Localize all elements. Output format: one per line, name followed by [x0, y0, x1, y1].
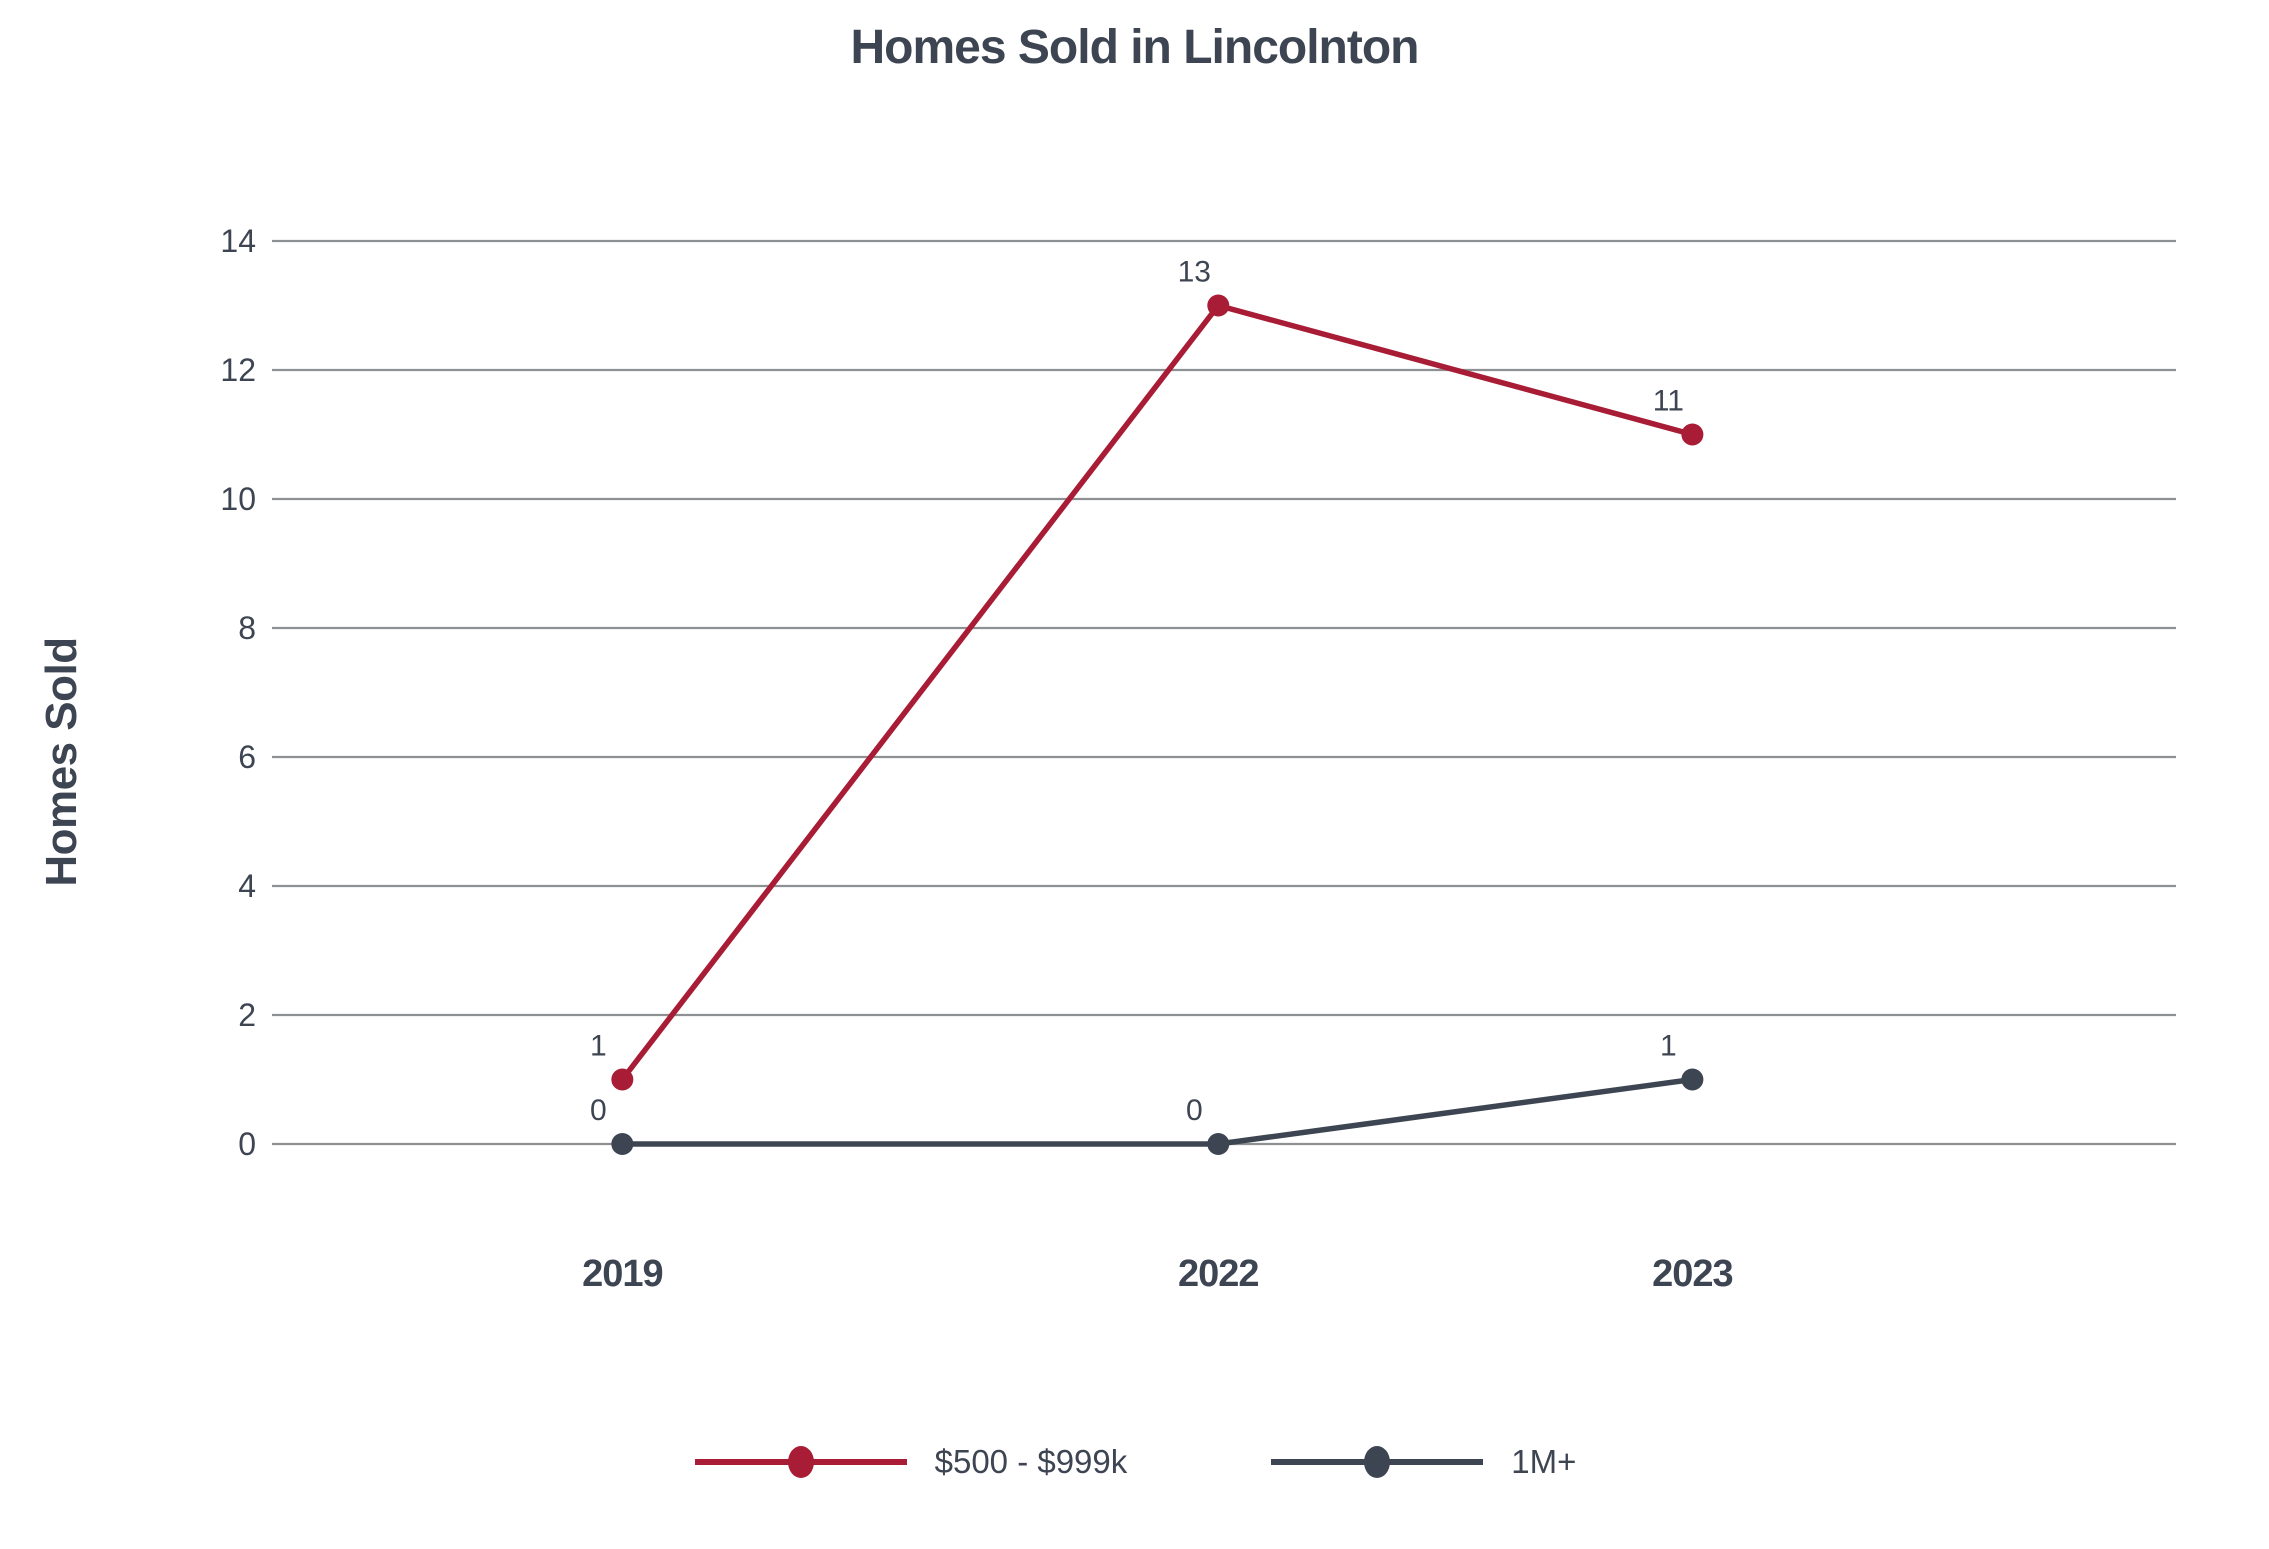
- legend-swatch: [694, 1446, 907, 1478]
- data-point-label: 1: [590, 1030, 607, 1063]
- chart-title: Homes Sold in Lincolnton: [850, 21, 1420, 74]
- data-point-label: 0: [590, 1094, 607, 1127]
- data-point-label: 13: [1178, 256, 1211, 289]
- data-point: [1207, 294, 1230, 317]
- x-tick-label: 2022: [1178, 1253, 1259, 1295]
- legend-label: 1M+: [1511, 1443, 1577, 1480]
- data-point: [1207, 1133, 1230, 1155]
- y-tick-label: 0: [238, 1126, 256, 1162]
- y-tick-label: 14: [220, 223, 256, 259]
- series-line: [620, 302, 1694, 1082]
- y-tick-label: 10: [220, 481, 256, 517]
- data-point: [611, 1068, 634, 1091]
- y-tick-label: 2: [238, 997, 256, 1033]
- legend-item: $500 - $999k: [693, 1442, 1128, 1482]
- data-point-label: 0: [1186, 1094, 1203, 1127]
- data-point: [1681, 1068, 1704, 1091]
- legend-dot-icon: [1364, 1446, 1391, 1478]
- series-line: [622, 1076, 1693, 1147]
- x-tick-label: 2019: [582, 1253, 663, 1295]
- y-tick-label: 6: [238, 739, 256, 775]
- legend: $500 - $999k 1M+: [0, 1442, 2269, 1482]
- y-tick-label: 12: [220, 352, 256, 388]
- data-point: [1681, 423, 1704, 446]
- legend-swatch: [1271, 1446, 1484, 1478]
- legend-dot-icon: [787, 1446, 814, 1478]
- data-point-label: 1: [1660, 1030, 1677, 1063]
- x-tick-label: 2023: [1652, 1253, 1733, 1295]
- data-point-label: 11: [1653, 385, 1684, 418]
- y-tick-label: 8: [238, 610, 256, 646]
- y-tick-label: 4: [238, 868, 256, 904]
- legend-label: $500 - $999k: [934, 1443, 1128, 1480]
- data-point: [611, 1133, 634, 1155]
- legend-item: 1M+: [1269, 1442, 1576, 1482]
